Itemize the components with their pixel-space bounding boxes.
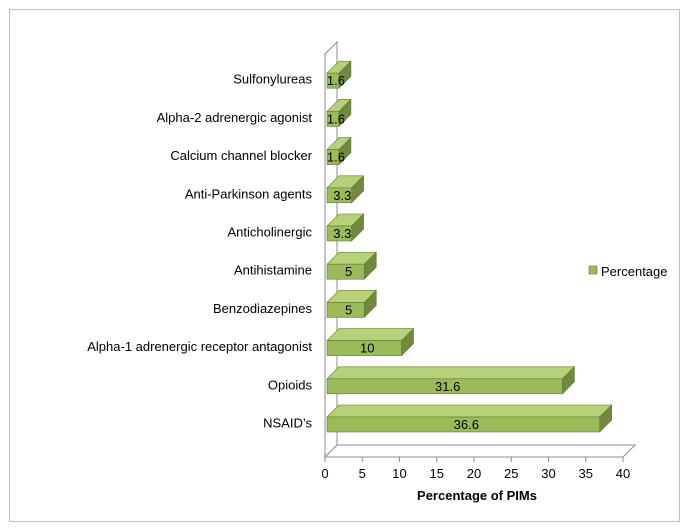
category-label: Anti-Parkinson agents: [185, 186, 313, 201]
category-label: Alpha-2 adrenergic agonist: [157, 110, 313, 125]
floor: [323, 444, 637, 458]
bar-front: [326, 149, 340, 165]
data-label: 1.6: [327, 111, 345, 126]
category-label: Sulfonylureas: [233, 72, 312, 87]
x-tick-label: 40: [616, 466, 630, 481]
category-labels: NSAID’s Opioids Alpha-1 adrenergic recepto…: [87, 72, 312, 431]
legend-label: Percentage: [601, 264, 668, 279]
bar-front: [326, 302, 365, 318]
bar: [326, 175, 365, 204]
bar-top: [326, 366, 576, 380]
category-label: Benzodiazepines: [213, 301, 313, 316]
category-label: NSAID’s: [263, 416, 312, 431]
x-tick-label: 5: [359, 466, 366, 481]
category-label: Alpha-1 adrenergic receptor antagonist: [87, 339, 312, 354]
x-tick-label: 30: [541, 466, 555, 481]
bar-front: [326, 187, 352, 204]
bar-top: [326, 404, 613, 418]
bar: [326, 251, 377, 280]
legend: Percentage: [588, 264, 668, 279]
bar: [326, 98, 352, 128]
data-label: 1.6: [327, 73, 345, 88]
bar: [326, 289, 377, 319]
x-tick-label: 25: [504, 466, 518, 481]
category-label: Opioids: [268, 377, 313, 392]
data-label: 5: [345, 264, 352, 279]
bar: [326, 404, 613, 433]
x-tick-label: 10: [392, 466, 406, 481]
data-label: 3.3: [333, 188, 351, 203]
bar: [326, 366, 576, 395]
bar-front: [326, 225, 352, 242]
category-label: Antihistamine: [234, 263, 312, 278]
data-label: 3.3: [333, 226, 351, 241]
data-labels: 36.6 31.6 10 5 5 3.3 3.3 1.6 1.6 1.6: [327, 73, 479, 432]
x-tick-label: 20: [467, 466, 481, 481]
x-tick-label: 35: [579, 466, 593, 481]
x-tick-label: 15: [430, 466, 444, 481]
legend-swatch-box: [588, 265, 598, 275]
data-label: 1.6: [327, 150, 345, 165]
bars: [326, 60, 613, 433]
bar-front: [326, 72, 340, 89]
category-label: Calcium channel blocker: [170, 148, 312, 163]
legend-swatch: [588, 265, 598, 275]
bar: [326, 213, 365, 242]
bar-front: [326, 263, 365, 280]
x-axis: 0 5 10 15 20 25 30 35 40: [321, 456, 630, 481]
chart-walls: [323, 40, 637, 459]
x-tick-label: 0: [321, 466, 328, 481]
category-label: Anticholinergic: [227, 225, 312, 240]
bar-front: [326, 111, 340, 127]
bar: [326, 136, 352, 166]
x-axis-title: Percentage of PIMs: [417, 488, 537, 503]
bar-front: [326, 378, 563, 395]
bar: [326, 60, 352, 89]
bar-front: [326, 340, 402, 356]
bar-top: [326, 328, 415, 341]
data-label: 10: [360, 341, 374, 356]
bar: [326, 327, 415, 357]
data-label: 5: [345, 302, 352, 317]
bar-front: [326, 416, 600, 433]
data-label: 36.6: [454, 417, 479, 432]
data-label: 31.6: [435, 379, 460, 394]
